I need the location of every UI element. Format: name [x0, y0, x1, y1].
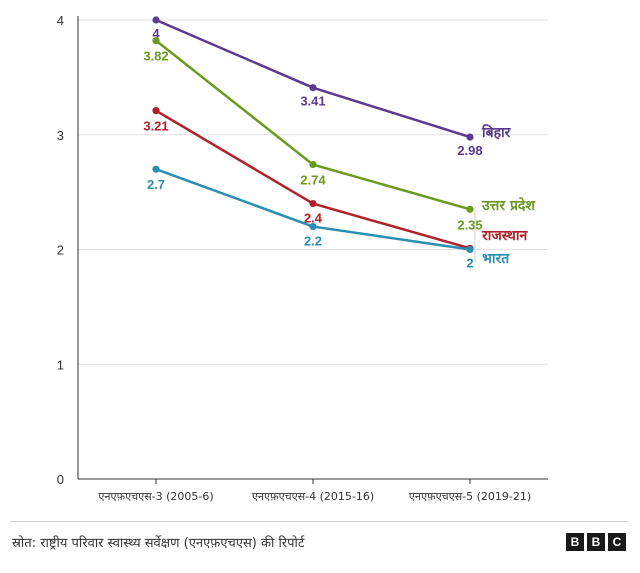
data-point-2-3 [466, 205, 474, 213]
data-point-1-3 [466, 133, 474, 141]
data-point-1-1 [152, 16, 160, 24]
data-label-3-1: 3.21 [143, 119, 168, 134]
data-label-1-3: 2.98 [457, 143, 482, 158]
data-label-2-3: 2.35 [457, 217, 482, 232]
bbc-logo-letter-1: B [566, 533, 584, 551]
data-point-3-2 [309, 200, 317, 208]
y-tick-label-3: 3 [57, 128, 64, 143]
data-point-4-2 [309, 222, 317, 231]
y-tick-label-0: 0 [57, 472, 64, 487]
data-label-4-1: 2.7 [147, 177, 165, 192]
bbc-logo-letter-3: C [608, 533, 626, 551]
data-label-1-1: 4 [152, 26, 160, 41]
line-chart: 0 1 2 3 4 एनएफ़एचएस-3 (2005-6) एनएफ़एचएस-4 (20… [57, 13, 548, 503]
x-tick-label-3: एनएफ़एचएस-5 (2019-21) [409, 490, 531, 503]
y-tick-label-1: 1 [57, 357, 64, 372]
data-label-2-2: 2.74 [300, 173, 326, 188]
data-label-3-2: 2.4 [304, 211, 323, 226]
x-tick-label-2: एनएफ़एचएस-4 (2015-16) [252, 490, 374, 503]
source-note: स्रोत: राष्ट्रीय परिवार स्वास्थ्य सर्वेक… [12, 536, 305, 551]
series-name-label-2: उत्तर प्रदेश [481, 197, 535, 214]
data-point-2-2 [309, 160, 317, 169]
bbc-logo: B B C [566, 533, 626, 551]
series-name-label-3: राजस्थान [481, 228, 528, 244]
data-point-4-3 [466, 245, 474, 254]
data-point-3-1 [152, 107, 160, 115]
series-name-label-1: बिहार [481, 124, 512, 141]
footer-divider [10, 521, 628, 522]
data-label-1-2: 3.41 [300, 94, 325, 109]
data-label-2-1: 3.82 [143, 49, 168, 64]
data-point-2-1 [152, 37, 160, 45]
data-label-4-2: 2.2 [304, 234, 322, 249]
y-tick-label-2: 2 [57, 243, 64, 258]
data-point-4-1 [152, 165, 160, 173]
bbc-logo-letter-2: B [587, 533, 605, 551]
y-tick-label-4: 4 [57, 13, 64, 28]
data-label-4-3: 2 [466, 256, 473, 271]
data-point-1-2 [309, 84, 317, 92]
x-tick-label-1: एनएफ़एचएस-3 (2005-6) [98, 490, 213, 503]
series-name-label-4: भारत [482, 251, 510, 267]
